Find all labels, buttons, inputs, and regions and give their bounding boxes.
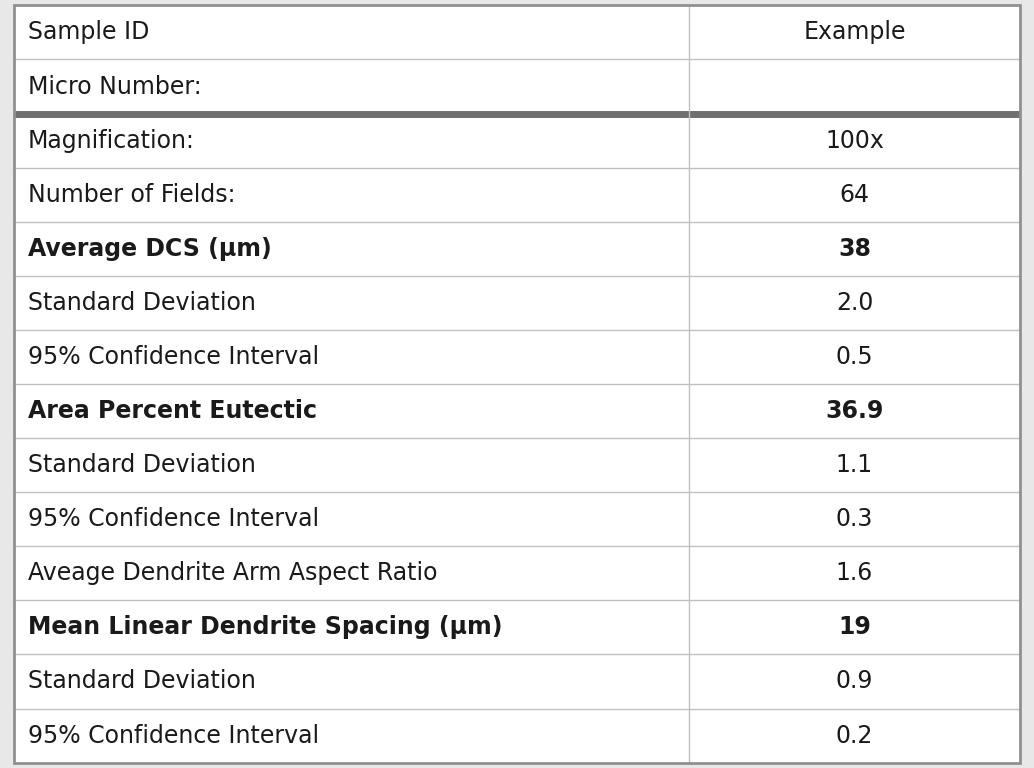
- Text: Standard Deviation: Standard Deviation: [28, 453, 255, 477]
- Text: Average DCS (μm): Average DCS (μm): [28, 237, 272, 261]
- Text: Magnification:: Magnification:: [28, 128, 194, 153]
- Text: Mean Linear Dendrite Spacing (μm): Mean Linear Dendrite Spacing (μm): [28, 615, 503, 640]
- Text: 0.9: 0.9: [835, 670, 873, 694]
- Text: 0.5: 0.5: [835, 345, 874, 369]
- Text: 2.0: 2.0: [835, 291, 873, 315]
- Text: Number of Fields:: Number of Fields:: [28, 183, 236, 207]
- Text: Micro Number:: Micro Number:: [28, 74, 202, 98]
- Text: 38: 38: [838, 237, 871, 261]
- Text: Standard Deviation: Standard Deviation: [28, 670, 255, 694]
- Text: 0.3: 0.3: [835, 507, 873, 531]
- Text: Example: Example: [803, 21, 906, 45]
- Text: 95% Confidence Interval: 95% Confidence Interval: [28, 345, 320, 369]
- Text: 19: 19: [838, 615, 871, 640]
- Text: 95% Confidence Interval: 95% Confidence Interval: [28, 723, 320, 747]
- Text: 64: 64: [840, 183, 870, 207]
- Text: 1.6: 1.6: [835, 561, 873, 585]
- Text: 100x: 100x: [825, 128, 884, 153]
- Text: Standard Deviation: Standard Deviation: [28, 291, 255, 315]
- Text: Area Percent Eutectic: Area Percent Eutectic: [28, 399, 316, 423]
- Text: 0.2: 0.2: [835, 723, 873, 747]
- Text: 36.9: 36.9: [825, 399, 884, 423]
- Text: 1.1: 1.1: [835, 453, 873, 477]
- Text: Aveage Dendrite Arm Aspect Ratio: Aveage Dendrite Arm Aspect Ratio: [28, 561, 437, 585]
- Text: Sample ID: Sample ID: [28, 21, 149, 45]
- Text: 95% Confidence Interval: 95% Confidence Interval: [28, 507, 320, 531]
